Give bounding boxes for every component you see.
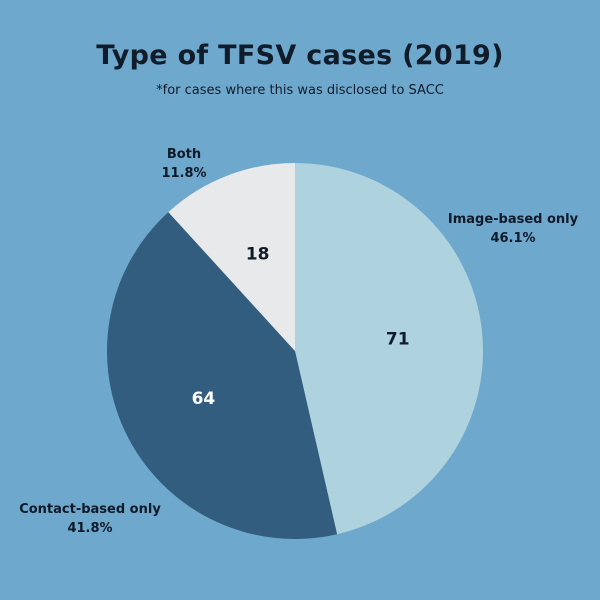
pie-slice-contact-based-only: [106, 212, 338, 539]
image-based-label: Image-based only: [447, 212, 579, 227]
pie-value-label: 71: [386, 329, 410, 349]
contact-based-label: Contact-based only: [19, 502, 161, 517]
image-based-percent: 46.1%: [490, 231, 536, 246]
legend-label-contact-based: Contact-based only 41.8%: [10, 500, 170, 538]
contact-based-percent: 41.8%: [67, 521, 113, 536]
both-label: Both: [166, 147, 202, 162]
legend-label-image-based: Image-based only 46.1%: [438, 210, 588, 248]
legend-label-both: Both 11.8%: [144, 145, 224, 183]
chart-subtitle: *for cases where this was disclosed to S…: [156, 83, 444, 98]
both-percent: 11.8%: [161, 166, 207, 181]
pie-value-label: 18: [246, 245, 270, 265]
pie-value-label: 64: [192, 389, 216, 409]
chart-title: Type of TFSV cases (2019): [96, 40, 504, 71]
pie-slice-image-based-only: [295, 163, 484, 535]
pie-slice-both: [168, 163, 295, 351]
